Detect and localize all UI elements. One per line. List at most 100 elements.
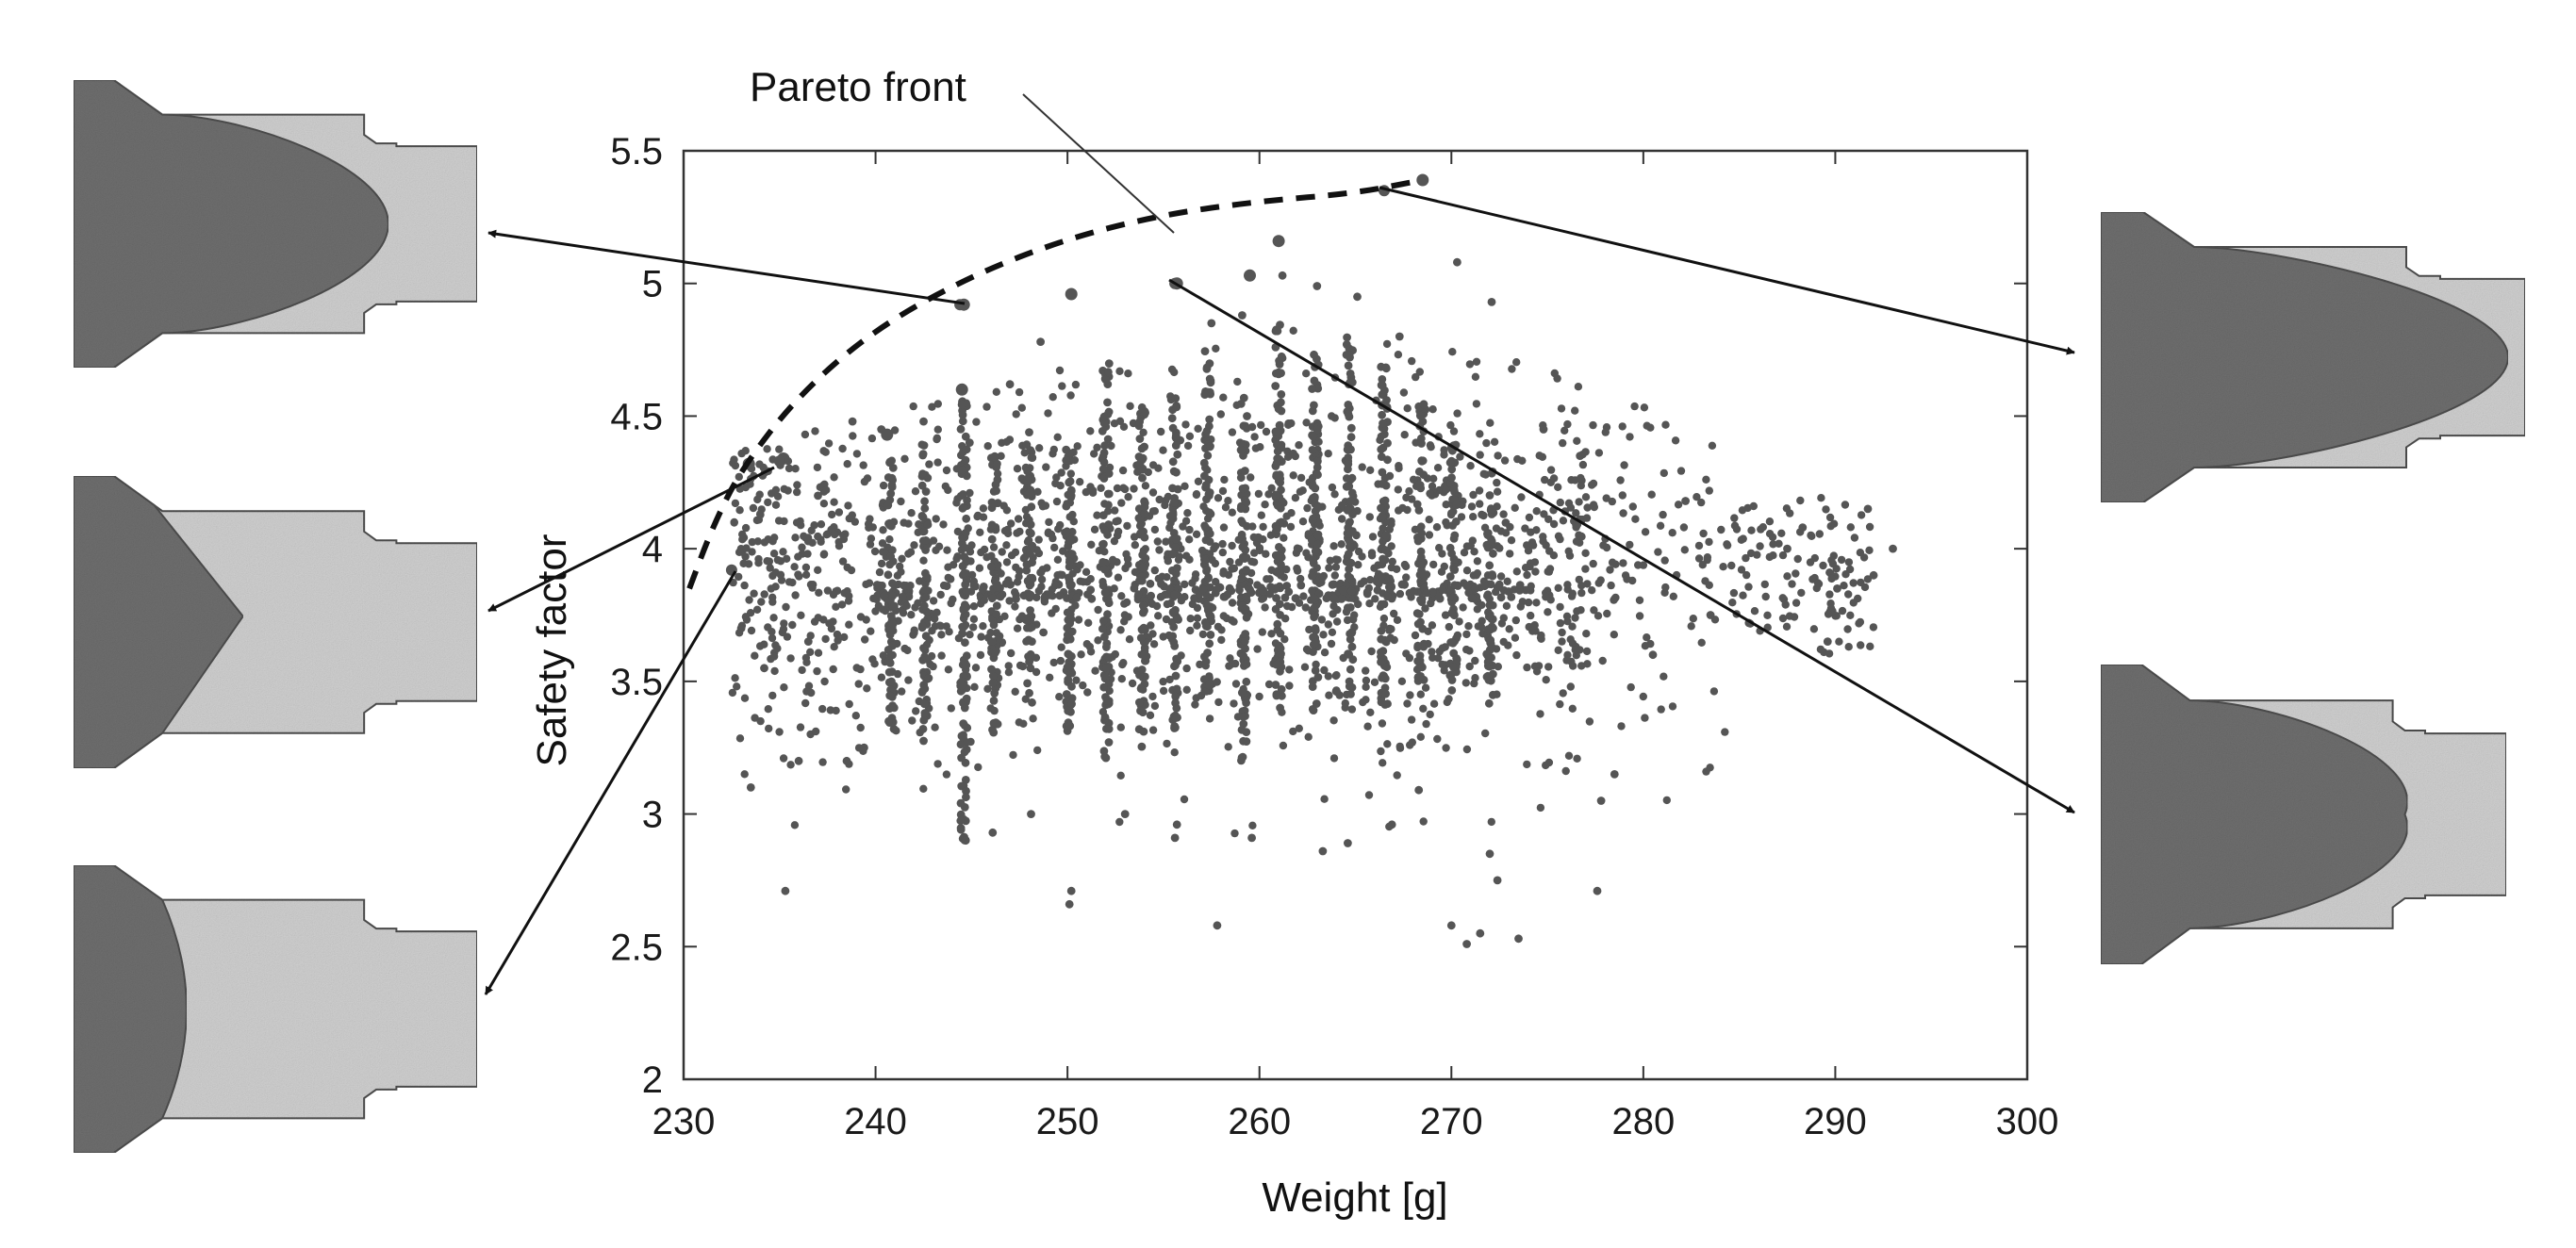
data-point (817, 520, 826, 529)
data-point (1042, 463, 1050, 471)
data-point (1137, 742, 1147, 751)
data-point (1331, 563, 1341, 571)
data-point (1648, 650, 1658, 660)
data-point (1610, 770, 1619, 779)
data-point (1150, 525, 1160, 534)
y-axis-label: Safety factor (529, 534, 575, 766)
data-point (1717, 525, 1726, 534)
data-point (1825, 649, 1834, 658)
data-point (854, 680, 863, 688)
data-point (1123, 521, 1131, 531)
data-point (885, 535, 894, 544)
data-point (1402, 573, 1411, 582)
data-point (1139, 727, 1148, 736)
data-point (1456, 452, 1464, 461)
data-point (1838, 606, 1847, 616)
data-point (1330, 571, 1340, 580)
data-point (1568, 704, 1577, 713)
data-point (1267, 484, 1276, 492)
data-point (1201, 523, 1210, 532)
data-point (1846, 611, 1855, 619)
data-point (989, 697, 999, 705)
data-point (1572, 509, 1580, 517)
data-point (1257, 420, 1265, 430)
data-point (969, 623, 978, 632)
data-point (1610, 631, 1619, 639)
data-point (1140, 509, 1149, 518)
data-point (1100, 588, 1110, 597)
data-point (1409, 586, 1418, 596)
data-point (1378, 719, 1387, 728)
data-point (1744, 583, 1753, 591)
data-point (1792, 569, 1800, 578)
data-point (1572, 537, 1581, 546)
data-point (1205, 508, 1214, 517)
data-point (897, 567, 905, 576)
data-point (1170, 722, 1180, 731)
data-point (1760, 580, 1770, 589)
data-point (1140, 650, 1148, 660)
data-point (1173, 564, 1181, 572)
data-point (1046, 673, 1054, 681)
data-point (757, 598, 766, 606)
data-point (1346, 528, 1356, 536)
data-point (811, 427, 819, 435)
data-point (1217, 635, 1226, 645)
data-point (1354, 547, 1363, 556)
data-point (1201, 621, 1211, 631)
data-point (1052, 497, 1062, 506)
data-point (1308, 446, 1317, 454)
data-point (822, 531, 831, 539)
data-point (1325, 691, 1333, 699)
data-point (1272, 369, 1280, 378)
data-point (1036, 337, 1045, 346)
data-point (786, 654, 795, 663)
data-point (1183, 441, 1193, 451)
data-point (920, 699, 929, 709)
data-point (1610, 596, 1618, 604)
data-point (1163, 599, 1172, 609)
data-point (1202, 600, 1212, 609)
data-point (1408, 356, 1416, 366)
data-point (1702, 475, 1710, 484)
data-point (1460, 549, 1469, 557)
data-point (1318, 846, 1328, 856)
data-point (1494, 452, 1502, 460)
data-point (1415, 368, 1425, 376)
data-point (1168, 608, 1178, 616)
data-point (1137, 665, 1147, 674)
data-point (1344, 361, 1353, 370)
data-point (1015, 572, 1023, 581)
data-point (1331, 671, 1341, 681)
data-point (1850, 534, 1859, 542)
data-point (769, 652, 779, 661)
data-point (1750, 607, 1759, 616)
data-point (1676, 467, 1686, 475)
data-point (1689, 615, 1698, 623)
data-point (1113, 484, 1122, 493)
data-point (1378, 468, 1387, 477)
data-point (1438, 644, 1447, 652)
data-point (986, 562, 996, 571)
data-point (779, 754, 788, 763)
data-point (1414, 480, 1424, 489)
data-point (1140, 442, 1148, 452)
data-point (1524, 598, 1533, 607)
data-point (886, 489, 896, 498)
data-point (1422, 588, 1431, 598)
data-point (1705, 581, 1714, 589)
arrow-to-top-right-design (1379, 186, 2075, 355)
data-point (1449, 554, 1459, 564)
data-point (771, 641, 780, 649)
data-point (1205, 639, 1214, 649)
data-point (1212, 578, 1220, 586)
data-point (801, 653, 811, 663)
data-point (1124, 560, 1132, 568)
data-point (1368, 533, 1378, 541)
data-point (1433, 734, 1442, 744)
data-point (990, 689, 999, 698)
data-point (973, 512, 982, 521)
data-point (942, 622, 950, 631)
data-point (1449, 592, 1458, 601)
data-point (1608, 558, 1617, 567)
